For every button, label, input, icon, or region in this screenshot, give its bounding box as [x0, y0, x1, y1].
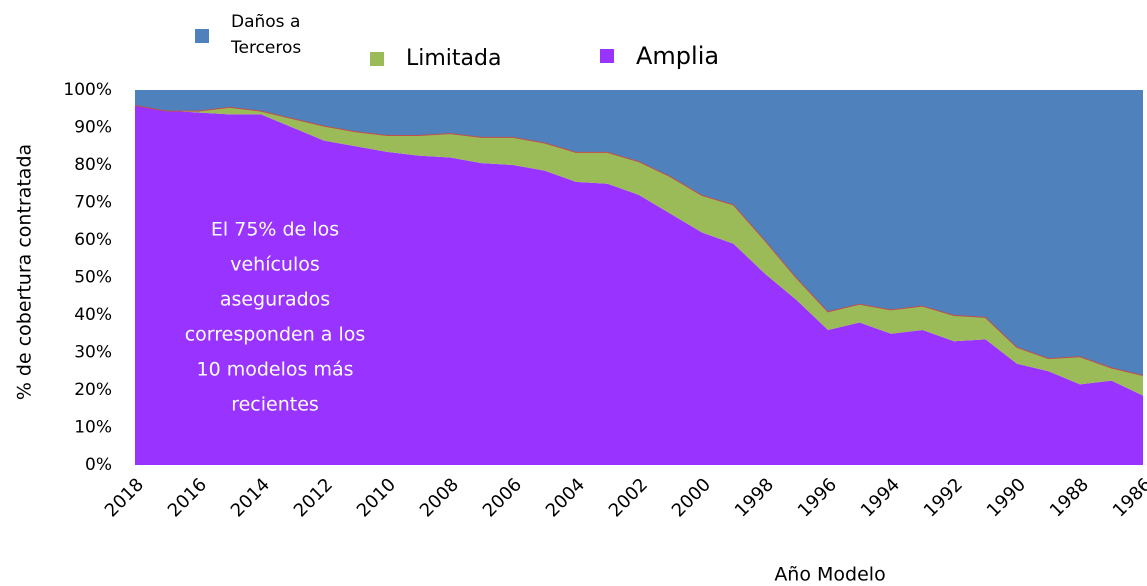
y-tick-label: 0% [85, 455, 112, 475]
x-tick-label: 1998 [731, 474, 778, 521]
area [135, 105, 1143, 465]
x-tick-label: 2000 [668, 474, 715, 521]
legend-item: Amplia [600, 38, 719, 74]
annotation: 10 modelos más [197, 359, 354, 381]
legend-swatch [600, 49, 614, 63]
x-tick-label: 2002 [605, 474, 652, 521]
x-tick-label: 1990 [983, 474, 1030, 521]
x-tick-label: 2018 [101, 474, 148, 521]
area [135, 105, 1143, 396]
x-tick-label: 2006 [479, 474, 526, 521]
annotation: vehículos [230, 254, 320, 276]
x-tick-label: 1992 [920, 474, 967, 521]
x-tick-label: 2010 [353, 474, 400, 521]
y-tick-label: 10% [74, 418, 112, 438]
legend-swatch [370, 51, 384, 66]
annotation: asegurados [220, 289, 330, 311]
y-tick-label: 40% [74, 305, 112, 325]
y-tick-label: 90% [74, 118, 112, 138]
y-tick-label: 20% [74, 380, 112, 400]
y-tick-label: 50% [74, 268, 112, 288]
x-tick-label: 1994 [857, 474, 904, 521]
annotation: corresponden a los [185, 324, 366, 346]
x-tick-label: 2008 [416, 474, 463, 521]
y-axis-label: % de cobertura contratada [14, 144, 36, 400]
x-tick-label: 1988 [1046, 474, 1093, 521]
legend-item: Daños a Terceros [195, 10, 331, 61]
legend-label: Limitada [406, 46, 502, 71]
y-tick-label: 70% [74, 193, 112, 213]
x-tick-label: 2004 [542, 474, 589, 521]
legend-label: Daños a Terceros [231, 12, 302, 58]
x-tick-label: 2016 [164, 474, 211, 521]
x-tick-label: 2014 [227, 474, 274, 521]
y-tick-label: 80% [74, 155, 112, 175]
annotation: recientes [231, 394, 319, 416]
x-tick-label: 2012 [290, 474, 337, 521]
area [135, 90, 1143, 375]
legend-item: Limitada [370, 42, 501, 75]
y-tick-label: 60% [74, 230, 112, 250]
annotation: El 75% de los [211, 219, 339, 241]
y-tick-label: 100% [63, 80, 112, 100]
legend-label: Amplia [636, 42, 720, 70]
x-tick-label: 1996 [794, 474, 841, 521]
x-tick-label: 1986 [1109, 474, 1147, 521]
legend-swatch [195, 28, 209, 43]
y-tick-label: 30% [74, 343, 112, 363]
x-axis-label: Año Modelo [774, 564, 885, 586]
